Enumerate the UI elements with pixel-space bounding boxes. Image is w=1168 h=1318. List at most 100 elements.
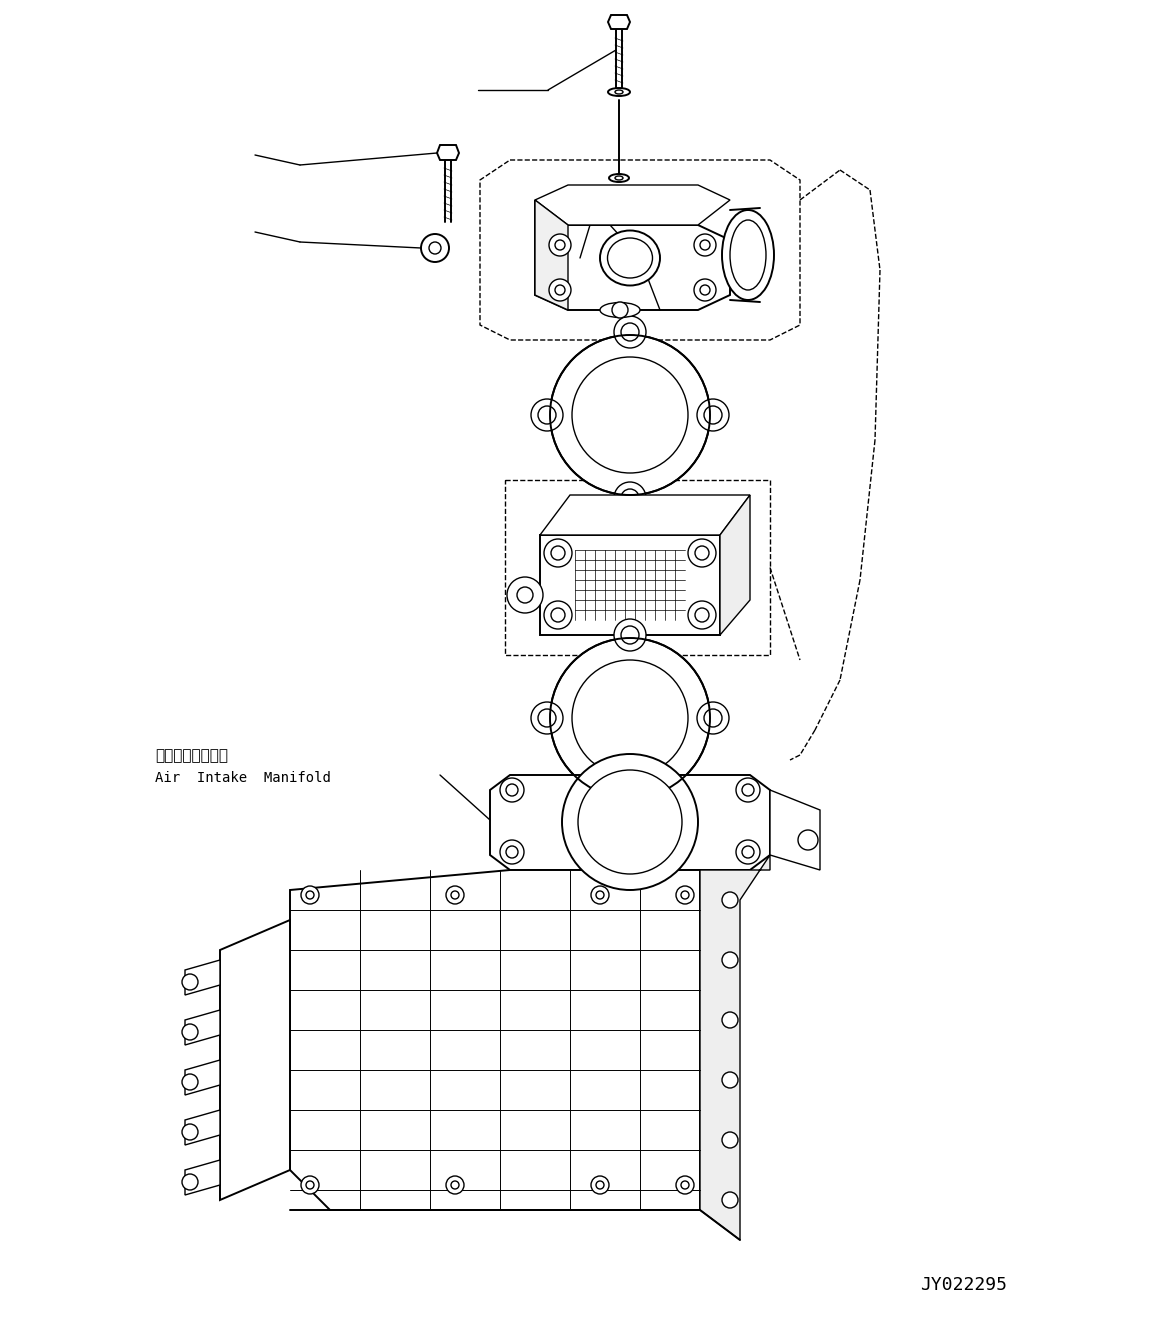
Circle shape: [621, 323, 639, 341]
Polygon shape: [770, 789, 820, 870]
Polygon shape: [185, 1110, 220, 1145]
Circle shape: [550, 335, 710, 496]
Circle shape: [550, 638, 710, 797]
Circle shape: [551, 546, 565, 560]
Polygon shape: [535, 185, 730, 225]
Polygon shape: [700, 855, 770, 1240]
Circle shape: [517, 587, 533, 604]
Circle shape: [572, 660, 688, 776]
Circle shape: [676, 1176, 694, 1194]
Circle shape: [544, 601, 572, 629]
Ellipse shape: [609, 88, 630, 96]
Ellipse shape: [616, 177, 623, 181]
Circle shape: [612, 302, 628, 318]
Circle shape: [451, 891, 459, 899]
Circle shape: [722, 892, 738, 908]
Circle shape: [591, 1176, 609, 1194]
Circle shape: [420, 235, 449, 262]
Polygon shape: [290, 870, 700, 1210]
Circle shape: [695, 608, 709, 622]
Polygon shape: [609, 14, 630, 29]
Polygon shape: [185, 1160, 220, 1195]
Circle shape: [621, 489, 639, 507]
Circle shape: [704, 406, 722, 424]
Polygon shape: [540, 535, 719, 635]
Circle shape: [621, 792, 639, 811]
Circle shape: [182, 1124, 199, 1140]
Circle shape: [572, 357, 688, 473]
Circle shape: [697, 702, 729, 734]
Circle shape: [694, 279, 716, 301]
Circle shape: [549, 279, 571, 301]
Circle shape: [614, 786, 646, 817]
Circle shape: [614, 316, 646, 348]
Circle shape: [301, 1176, 319, 1194]
Polygon shape: [719, 496, 750, 635]
Circle shape: [798, 830, 818, 850]
Ellipse shape: [600, 231, 660, 286]
Circle shape: [301, 886, 319, 904]
Circle shape: [538, 709, 556, 728]
Circle shape: [551, 608, 565, 622]
Circle shape: [182, 1174, 199, 1190]
Circle shape: [446, 1176, 464, 1194]
Circle shape: [621, 626, 639, 645]
Circle shape: [578, 770, 682, 874]
Polygon shape: [535, 200, 568, 310]
Polygon shape: [220, 920, 290, 1199]
Polygon shape: [185, 1010, 220, 1045]
Circle shape: [306, 1181, 314, 1189]
Circle shape: [694, 235, 716, 256]
Ellipse shape: [722, 210, 774, 301]
Polygon shape: [491, 775, 770, 870]
Circle shape: [500, 778, 524, 801]
Polygon shape: [540, 496, 750, 535]
Circle shape: [614, 482, 646, 514]
Circle shape: [722, 1012, 738, 1028]
Circle shape: [596, 891, 604, 899]
Circle shape: [446, 886, 464, 904]
Text: 吸気マニホールド: 吸気マニホールド: [155, 749, 228, 763]
Circle shape: [596, 1181, 604, 1189]
Circle shape: [722, 1132, 738, 1148]
Polygon shape: [185, 960, 220, 995]
Text: JY022295: JY022295: [920, 1276, 1007, 1294]
Circle shape: [722, 952, 738, 967]
Circle shape: [681, 1181, 689, 1189]
Circle shape: [591, 886, 609, 904]
Circle shape: [676, 886, 694, 904]
Circle shape: [742, 846, 755, 858]
Circle shape: [742, 784, 755, 796]
Ellipse shape: [609, 174, 630, 182]
Circle shape: [681, 891, 689, 899]
Circle shape: [562, 754, 698, 890]
Circle shape: [722, 1072, 738, 1087]
Circle shape: [695, 546, 709, 560]
Circle shape: [451, 1181, 459, 1189]
Circle shape: [531, 399, 563, 431]
Circle shape: [544, 539, 572, 567]
Circle shape: [688, 539, 716, 567]
Ellipse shape: [600, 303, 640, 318]
Circle shape: [182, 1074, 199, 1090]
Circle shape: [182, 974, 199, 990]
Circle shape: [306, 891, 314, 899]
Polygon shape: [437, 145, 459, 159]
Circle shape: [736, 840, 760, 865]
Circle shape: [549, 235, 571, 256]
Ellipse shape: [730, 220, 766, 290]
Circle shape: [736, 778, 760, 801]
Circle shape: [688, 601, 716, 629]
Circle shape: [507, 577, 543, 613]
Circle shape: [614, 619, 646, 651]
Circle shape: [500, 840, 524, 865]
Circle shape: [697, 399, 729, 431]
Circle shape: [531, 702, 563, 734]
Circle shape: [506, 846, 517, 858]
Polygon shape: [185, 1060, 220, 1095]
Polygon shape: [535, 200, 730, 310]
Circle shape: [722, 1191, 738, 1209]
Circle shape: [538, 406, 556, 424]
Circle shape: [506, 784, 517, 796]
Circle shape: [182, 1024, 199, 1040]
